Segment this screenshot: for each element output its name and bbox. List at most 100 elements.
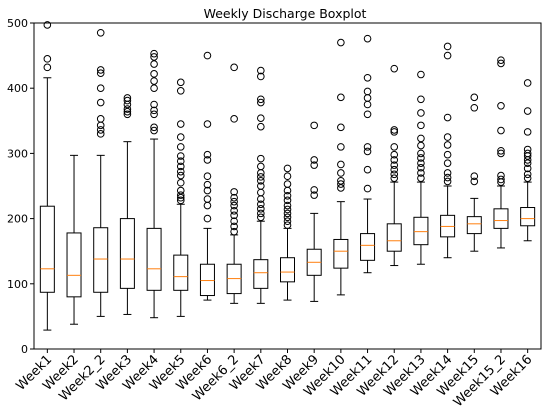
flier-point (337, 169, 345, 177)
flier-point (337, 180, 345, 188)
flier-point (523, 170, 532, 179)
flier-point (96, 98, 105, 107)
flier-point (43, 63, 52, 72)
flier-point (417, 154, 425, 162)
chart-marks (39, 21, 536, 331)
box-group (226, 63, 242, 304)
box-iqr (386, 223, 402, 252)
y-tick-label: 400 (7, 82, 28, 95)
flier-point (310, 191, 318, 199)
flier-point (337, 160, 345, 169)
flier-point (443, 159, 452, 167)
x-axis: Week1Week2Week2_2Week3Week4Week5Week6Wee… (14, 349, 535, 410)
flier-point (283, 196, 292, 205)
box-group (493, 56, 509, 249)
flier-point (390, 150, 399, 159)
flier-point (230, 217, 238, 226)
flier-point (96, 115, 105, 123)
flier-point (363, 147, 372, 156)
flier-point (123, 107, 132, 116)
flier-point (310, 186, 318, 194)
box-group (520, 79, 536, 242)
box-group (280, 164, 295, 301)
y-tick-label: 500 (7, 17, 28, 30)
flier-point (363, 34, 372, 43)
box-iqr (173, 254, 189, 291)
flier-point (230, 197, 238, 206)
flier-point (443, 150, 452, 159)
box-group (93, 28, 109, 317)
flier-point (523, 164, 532, 173)
flier-point (257, 188, 265, 197)
flier-point (150, 126, 158, 135)
flier-point (257, 176, 265, 185)
flier-point (203, 195, 212, 203)
flier-point (150, 106, 158, 115)
flier-point (230, 201, 238, 210)
flier-point (257, 98, 265, 107)
flier-point (123, 96, 132, 105)
flier-point (283, 217, 292, 226)
flier-point (283, 201, 292, 210)
box-group (66, 154, 82, 325)
flier-point (283, 213, 292, 222)
flier-point (96, 28, 105, 37)
flier-point (417, 109, 425, 117)
flier-point (230, 63, 238, 72)
flier-point (523, 128, 532, 136)
flier-point (176, 171, 185, 180)
flier-point (363, 87, 372, 96)
flier-point (283, 180, 292, 188)
flier-point (257, 213, 265, 222)
flier-point (363, 165, 372, 174)
box-iqr (66, 232, 82, 298)
flier-point (230, 211, 238, 220)
box-group (413, 70, 429, 265)
flier-point (96, 126, 105, 134)
flier-point (257, 162, 265, 171)
flier-point (390, 143, 399, 151)
flier-point (470, 93, 479, 102)
flier-point (257, 200, 265, 209)
flier-point (176, 152, 185, 160)
box-group (360, 34, 376, 274)
flier-point (443, 169, 452, 177)
flier-point (390, 156, 399, 164)
flier-point (363, 94, 372, 102)
flier-point (443, 51, 452, 60)
flier-point (257, 182, 265, 190)
flier-point (417, 149, 425, 158)
flier-point (283, 205, 292, 214)
flier-point (176, 196, 185, 205)
flier-point (363, 143, 372, 151)
box-iqr (199, 263, 215, 297)
flier-point (203, 214, 212, 223)
flier-point (150, 60, 158, 68)
flier-point (443, 133, 452, 141)
flier-point (337, 176, 345, 185)
flier-point (390, 165, 399, 174)
flier-point (230, 222, 238, 231)
flier-point (363, 73, 372, 82)
flier-point (257, 173, 265, 181)
flier-point (283, 209, 292, 218)
flier-point (123, 105, 132, 113)
flier-point (150, 110, 158, 119)
flier-point (150, 84, 158, 92)
flier-point (43, 55, 52, 63)
flier-point (96, 84, 105, 92)
flier-point (417, 95, 425, 104)
flier-point (497, 126, 505, 135)
flier-point (257, 169, 265, 177)
flier-point (176, 178, 185, 187)
flier-point (257, 205, 265, 213)
box-group (39, 21, 55, 331)
flier-point (497, 146, 505, 155)
box-group (466, 93, 482, 252)
flier-point (230, 193, 238, 202)
flier-point (470, 103, 479, 112)
box-iqr (93, 227, 109, 293)
flier-point (230, 188, 238, 196)
flier-point (310, 156, 318, 164)
